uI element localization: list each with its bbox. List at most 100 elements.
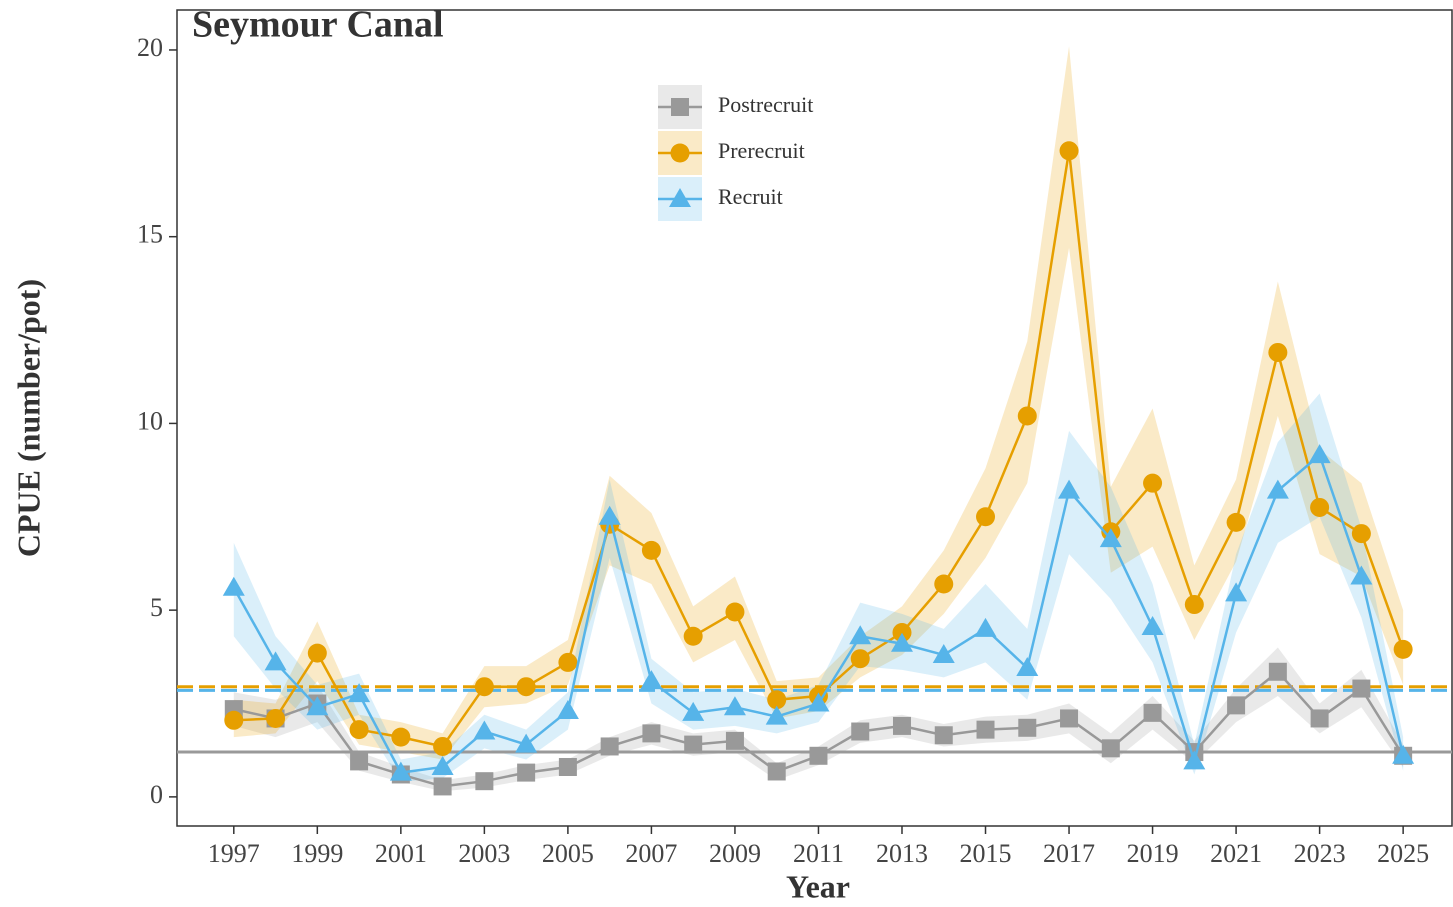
marker [1226, 512, 1246, 532]
marker [473, 720, 496, 740]
x-tick-label: 2023 [1294, 839, 1346, 868]
marker [641, 540, 661, 560]
marker [433, 777, 452, 796]
legend-label: Postrecruit [718, 92, 813, 117]
marker [932, 643, 955, 663]
y-tick-label: 10 [137, 406, 163, 435]
legend-label: Prerecruit [718, 138, 805, 163]
marker [669, 188, 691, 207]
marker [558, 652, 578, 672]
marker [849, 625, 872, 645]
marker [809, 746, 828, 765]
y-tick-label: 5 [150, 593, 163, 622]
marker [670, 143, 690, 163]
marker [266, 708, 286, 728]
marker [850, 649, 870, 669]
marker [517, 763, 536, 782]
marker [391, 727, 411, 747]
marker [1060, 709, 1079, 728]
marker [671, 98, 689, 116]
marker [1101, 739, 1120, 758]
y-axis-label: CPUE (number/pot) [10, 279, 46, 557]
marker [350, 752, 369, 771]
x-tick-label: 2019 [1127, 839, 1179, 868]
marker [682, 701, 705, 721]
marker [976, 720, 995, 739]
marker [1266, 479, 1289, 499]
x-tick-label: 2013 [876, 839, 928, 868]
marker [1183, 750, 1206, 770]
x-tick-label: 2025 [1377, 839, 1429, 868]
marker [684, 735, 703, 754]
marker [1392, 744, 1415, 764]
y-tick-label: 15 [137, 220, 163, 249]
marker [974, 617, 997, 637]
x-tick-label: 2009 [709, 839, 761, 868]
marker [807, 692, 830, 712]
marker [515, 733, 538, 753]
marker [725, 602, 745, 622]
marker [556, 699, 579, 719]
y-tick-label: 20 [137, 33, 163, 62]
marker [1018, 718, 1037, 737]
marker [598, 505, 621, 525]
x-axis-label: Year [786, 868, 850, 904]
marker [1141, 615, 1164, 635]
marker [767, 690, 787, 710]
plot-area [177, 46, 1452, 796]
marker [1268, 662, 1287, 681]
marker [723, 696, 746, 716]
marker [475, 772, 494, 791]
marker [224, 710, 244, 730]
marker [892, 623, 912, 643]
marker [1310, 709, 1329, 728]
x-tick-label: 1999 [291, 839, 343, 868]
marker [433, 736, 453, 756]
marker [767, 762, 786, 781]
marker [976, 507, 996, 527]
marker [389, 761, 412, 781]
marker [1143, 703, 1162, 722]
marker [1099, 528, 1122, 548]
x-tick-label: 2021 [1210, 839, 1262, 868]
marker [851, 722, 870, 741]
confidence-band [233, 393, 1404, 782]
marker [1268, 342, 1288, 362]
marker [1017, 406, 1037, 426]
marker [1227, 696, 1246, 715]
marker [1058, 479, 1081, 499]
marker [890, 632, 913, 652]
marker [431, 755, 454, 775]
marker [1352, 679, 1371, 698]
marker [264, 651, 287, 671]
marker [1143, 473, 1163, 493]
marker [307, 643, 327, 663]
chart-title: Seymour Canal [192, 4, 444, 46]
marker [600, 737, 619, 756]
marker [1308, 444, 1331, 464]
x-tick-label: 2001 [375, 839, 427, 868]
marker [1225, 582, 1248, 602]
marker [1184, 595, 1204, 615]
x-tick-label: 2005 [542, 839, 594, 868]
marker [892, 716, 911, 735]
marker [1059, 141, 1079, 161]
marker [516, 677, 536, 697]
marker [1351, 524, 1371, 544]
marker [934, 726, 953, 745]
marker [1350, 565, 1373, 585]
legend-label: Recruit [718, 184, 783, 209]
marker [1393, 639, 1413, 659]
marker [934, 574, 954, 594]
x-tick-label: 1997 [208, 839, 260, 868]
marker [640, 670, 663, 690]
marker [349, 720, 369, 740]
x-tick-label: 2015 [960, 839, 1012, 868]
marker [1310, 497, 1330, 517]
x-tick-label: 2017 [1043, 839, 1095, 868]
marker [222, 576, 245, 596]
marker [306, 696, 329, 716]
marker [348, 683, 371, 703]
